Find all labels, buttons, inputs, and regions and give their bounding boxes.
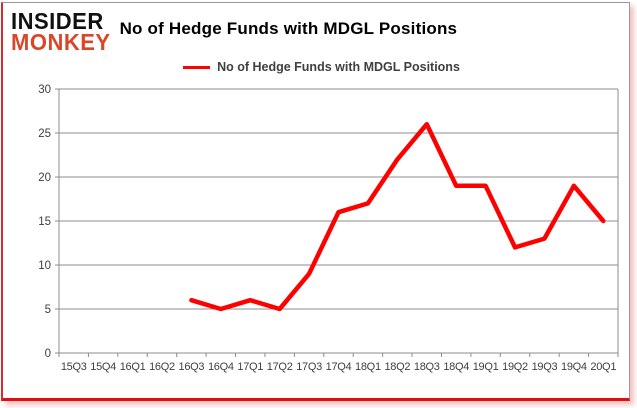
series-line xyxy=(189,121,606,312)
xtick-label-17Q2: 17Q2 xyxy=(267,361,293,373)
ytick-label-5: 5 xyxy=(45,304,51,316)
xtick-label-18Q3: 18Q3 xyxy=(414,361,440,373)
chart-frame: INSIDER MONKEY No of Hedge Funds with MD… xyxy=(1,2,630,401)
ytick-label-30: 30 xyxy=(38,84,51,96)
chart-svg: 0 5 10 15 20 25 30 15Q3 15Q4 16Q1 16Q2 16Q3 16Q4 17Q1… xyxy=(38,84,619,373)
xtick-label-16Q2: 16Q2 xyxy=(149,361,175,373)
xtick-label-15Q3: 15Q3 xyxy=(61,361,87,373)
xtick-label-19Q1: 19Q1 xyxy=(473,361,499,373)
legend-label: No of Hedge Funds with MDGL Positions xyxy=(217,60,460,74)
xtick-label-16Q3: 16Q3 xyxy=(179,361,205,373)
xtick-label-17Q3: 17Q3 xyxy=(296,361,322,373)
chart-header: INSIDER MONKEY No of Hedge Funds with MD… xyxy=(11,7,458,56)
ytick-label-15: 15 xyxy=(38,216,51,228)
xtick-label-18Q1: 18Q1 xyxy=(355,361,381,373)
xtick-label-18Q2: 18Q2 xyxy=(384,361,410,373)
xtick-label-19Q2: 19Q2 xyxy=(502,361,528,373)
xtick-label-17Q1: 17Q1 xyxy=(237,361,263,373)
xtick-label-19Q3: 19Q3 xyxy=(532,361,558,373)
logo-text-insider: INSIDER xyxy=(11,7,104,35)
xtick-label-16Q1: 16Q1 xyxy=(120,361,146,373)
ytick-label-10: 10 xyxy=(38,260,51,272)
ytick-label-0: 0 xyxy=(45,348,51,360)
xtick-label-17Q4: 17Q4 xyxy=(326,361,352,373)
chart-legend: No of Hedge Funds with MDGL Positions xyxy=(3,60,637,74)
ytick-label-25: 25 xyxy=(38,128,51,140)
xtick-label-20Q1: 20Q1 xyxy=(590,361,616,373)
xtick-label-16Q4: 16Q4 xyxy=(208,361,234,373)
xtick-label-18Q4: 18Q4 xyxy=(443,361,469,373)
insider-monkey-logo: INSIDER MONKEY xyxy=(11,7,111,56)
logo-text-monkey: MONKEY xyxy=(11,29,111,56)
page-title: No of Hedge Funds with MDGL Positions xyxy=(119,19,458,38)
xtick-label-19Q4: 19Q4 xyxy=(561,361,587,373)
ytick-label-20: 20 xyxy=(38,172,51,184)
xtick-label-15Q4: 15Q4 xyxy=(90,361,116,373)
legend-line-swatch xyxy=(183,65,211,69)
